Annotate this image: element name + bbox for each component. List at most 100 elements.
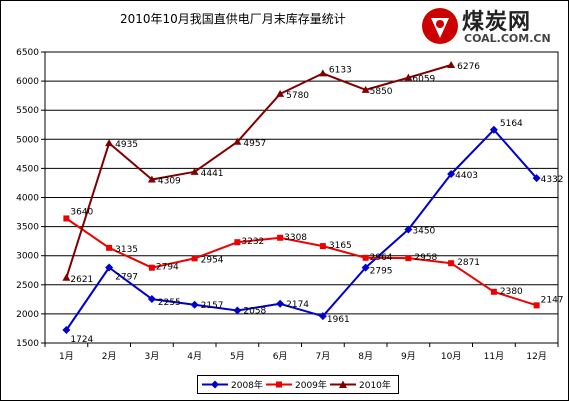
data-point: [404, 73, 413, 81]
logo-text-cn: 煤炭网: [462, 10, 532, 35]
legend-swatch-2010: [330, 380, 356, 388]
y-tick-label: 4000: [16, 194, 39, 204]
x-tick-label: 9月: [401, 351, 416, 362]
legend-item-2008: 2008年: [202, 378, 263, 391]
data-point: [276, 89, 285, 97]
data-point: [63, 215, 70, 222]
data-point: [318, 69, 327, 77]
data-label: 2797: [115, 273, 138, 283]
series: [62, 61, 541, 334]
data-label: 4403: [455, 171, 478, 181]
data-point: [404, 225, 413, 234]
data-label: 2954: [201, 255, 224, 265]
data-point: [533, 302, 540, 309]
x-tick-label: 12月: [526, 351, 546, 362]
series-line-2010年: [65, 64, 452, 279]
data-labels: 1724 2797 2255 2157 2058 2174 1961 2795 3450 4403…: [70, 62, 563, 345]
data-label: 1961: [327, 315, 350, 325]
data-label: 4957: [243, 139, 266, 149]
y-tick-label: 4500: [16, 164, 39, 174]
data-point: [448, 260, 455, 267]
data-point: [447, 170, 456, 179]
data-point: [190, 300, 199, 309]
data-label: 6276: [457, 62, 480, 72]
logo-mark-icon: [422, 8, 458, 44]
data-label: 6133: [329, 65, 352, 75]
axes: 1500 2000 2500 3000 3500 4000 4500 5000 5500 6000…: [16, 48, 559, 362]
data-point: [106, 244, 113, 251]
data-label: 4332: [541, 175, 564, 185]
data-point: [361, 85, 370, 93]
data-point: [233, 306, 242, 315]
data-label: 2795: [370, 267, 393, 277]
data-point: [361, 263, 370, 272]
data-point: [147, 295, 156, 304]
y-tick-label: 1500: [16, 339, 39, 349]
data-label: 3135: [115, 245, 138, 255]
data-label: 2958: [414, 253, 437, 263]
legend-label-2009: 2009年: [295, 381, 327, 391]
data-point: [105, 139, 114, 147]
legend-label-2008: 2008年: [231, 381, 263, 391]
data-point: [190, 167, 199, 175]
data-label: 4309: [158, 177, 181, 187]
data-label: 1724: [70, 335, 93, 345]
data-point: [234, 239, 241, 246]
data-label: 4441: [201, 169, 224, 179]
data-label: 2621: [70, 275, 93, 285]
data-label: 3640: [70, 207, 93, 217]
data-point: [319, 243, 326, 250]
y-tick-label: 2000: [16, 310, 39, 320]
legend: 2008年 2009年 2010年: [197, 375, 399, 394]
y-tick-label: 3500: [16, 223, 39, 233]
legend-swatch-2008: [202, 380, 228, 389]
data-point: [191, 255, 198, 262]
data-label: 3308: [284, 233, 307, 243]
data-label: 2147: [541, 295, 564, 305]
data-label: 2380: [500, 287, 523, 297]
data-point: [277, 234, 284, 241]
y-tick-label: 5000: [16, 135, 39, 145]
x-tick-label: 5月: [230, 351, 245, 362]
y-tick-label: 3000: [16, 252, 39, 262]
data-point: [233, 137, 242, 145]
data-point: [147, 175, 156, 183]
data-point: [362, 254, 369, 261]
data-point: [490, 288, 497, 295]
data-label: 5850: [370, 87, 393, 97]
y-tick-label: 5500: [16, 106, 39, 116]
data-label: 2255: [158, 298, 181, 308]
data-point: [318, 312, 327, 321]
data-point: [532, 174, 541, 183]
legend-item-2010: 2010年: [330, 378, 391, 391]
data-label: 2058: [243, 307, 266, 317]
x-tick-label: 11月: [484, 351, 504, 362]
data-label: 3450: [412, 227, 435, 237]
gridlines: [45, 51, 558, 344]
data-point: [62, 273, 71, 281]
data-point: [105, 263, 114, 272]
y-tick-label: 2500: [16, 281, 39, 291]
chart-title: 2010年10月我国直供电厂月末库存量统计: [120, 12, 346, 26]
data-label: 5780: [286, 91, 309, 101]
data-point: [276, 299, 285, 308]
data-label: 2174: [286, 300, 309, 310]
data-label: 4935: [115, 140, 138, 150]
data-label: 6059: [412, 75, 435, 85]
x-tick-label: 3月: [145, 351, 160, 362]
series-line-2009年: [65, 217, 537, 307]
series-line-2008年: [65, 128, 538, 331]
data-label: 2157: [201, 301, 224, 311]
y-tick-label: 6000: [16, 77, 39, 87]
x-tick-label: 6月: [273, 351, 288, 362]
data-label: 3232: [241, 237, 264, 247]
data-point: [148, 264, 155, 271]
y-tick-label: 6500: [16, 48, 39, 58]
data-label: 2964: [370, 253, 393, 263]
x-tick-label: 1月: [59, 351, 74, 362]
data-point: [489, 125, 498, 134]
legend-item-2009: 2009年: [266, 378, 327, 391]
logo-text-en: COAL.COM.CN: [464, 32, 551, 45]
